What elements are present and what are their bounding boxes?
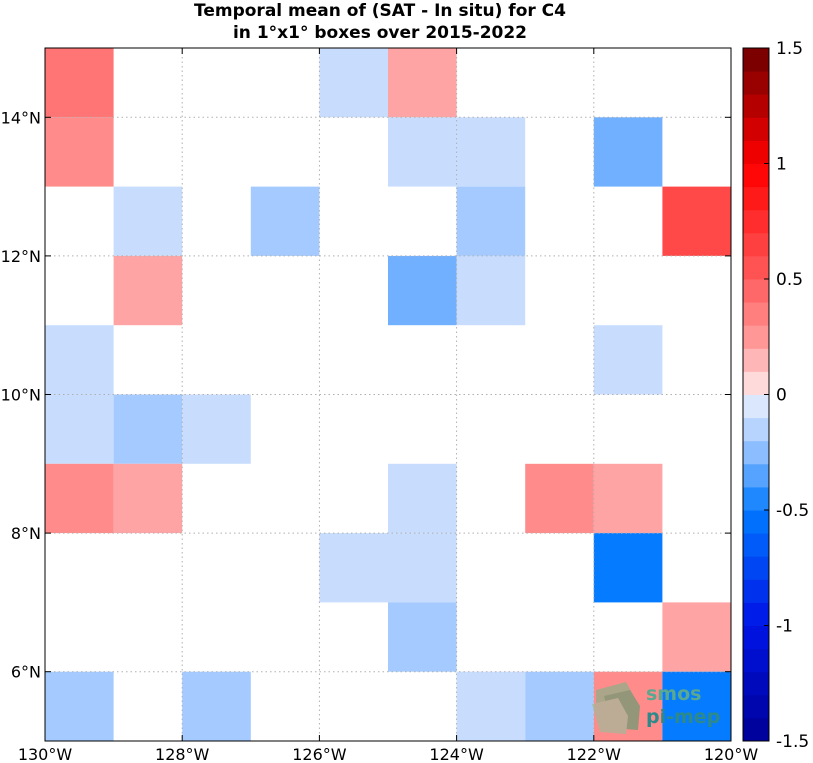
colorbar-bin — [743, 533, 769, 557]
colorbar-bin — [743, 648, 769, 673]
heatmap-cell — [456, 186, 526, 256]
heatmap-cell — [250, 186, 320, 256]
colorbar-bin — [743, 625, 769, 650]
heatmap-cell — [182, 671, 251, 741]
colorbar-bin — [743, 371, 769, 395]
colorbar-bin — [743, 48, 769, 72]
heatmap-cell — [525, 671, 594, 741]
colorbar-bin — [743, 209, 769, 234]
colorbar-bin — [743, 717, 769, 742]
colorbar-bin — [743, 417, 769, 442]
heatmap-cell — [593, 463, 663, 534]
heatmap-cell — [525, 463, 594, 534]
heatmap-cell — [388, 602, 457, 672]
heatmap-cell — [662, 602, 731, 672]
colorbar-bin — [743, 71, 769, 95]
heatmap-cell — [388, 255, 457, 326]
heatmap-cells — [45, 48, 731, 741]
heatmap-cell — [593, 533, 663, 603]
axis-ticks: 130°W 128°W 126°W 124°W 122°W 120°W 6°N 8°N 10°N… — [1, 48, 759, 763]
colorbar-ticks: 1.5 1 0.5 0 -0.5 -1 -1.5 — [764, 39, 809, 752]
colorbar-bin — [743, 394, 769, 419]
logo-pi-mep-text: pi-mep — [646, 706, 720, 728]
colorbar-bin — [743, 440, 769, 465]
colorbar-bin — [743, 232, 769, 257]
colorbar-bin — [743, 671, 769, 696]
colorbar-bin — [743, 163, 769, 188]
y-tick-label: 6°N — [11, 663, 41, 682]
x-tick-label: 126°W — [292, 745, 347, 763]
heatmap-cell — [45, 48, 114, 118]
heatmap-cell — [45, 117, 114, 187]
heatmap-cell — [319, 533, 388, 603]
heatmap-cell — [45, 463, 114, 534]
y-tick-label: 8°N — [11, 524, 41, 543]
heatmap-cell — [45, 671, 114, 741]
logo-mark-icon — [592, 682, 640, 734]
heatmap-cell — [388, 117, 457, 187]
colorbar-bin — [743, 694, 769, 719]
colorbar-bin — [743, 140, 769, 164]
colorbar-bin — [743, 348, 769, 372]
x-tick-label: 124°W — [429, 745, 484, 763]
colorbar-bin — [743, 279, 769, 303]
heatmap-cell — [319, 48, 388, 118]
colorbar-bin — [743, 325, 769, 349]
chart-subtitle: in 1°x1° boxes over 2015-2022 — [233, 23, 527, 43]
heatmap-cell — [456, 671, 526, 741]
smos-pi-mep-logo: smos pi-mep — [592, 682, 720, 734]
colorbar-bin — [743, 486, 769, 511]
heatmap-cell — [45, 394, 114, 464]
y-tick-label: 14°N — [1, 108, 41, 127]
x-tick-label: 120°W — [704, 745, 759, 763]
colorbar-bin — [743, 579, 769, 603]
colorbar-bin — [743, 255, 769, 280]
colorbar-tick-label: 1 — [776, 155, 787, 175]
colorbar-tick-label: -0.5 — [776, 501, 809, 521]
chart-title: Temporal mean of (SAT - In situ) for C4 — [194, 1, 566, 21]
colorbar-bins — [743, 48, 769, 742]
x-tick-label: 128°W — [155, 745, 210, 763]
logo-smos-text: smos — [646, 683, 701, 705]
heatmap-cell — [388, 48, 457, 118]
colorbar-tick-label: 1.5 — [776, 39, 803, 59]
colorbar-bin — [743, 556, 769, 580]
colorbar-bin — [743, 186, 769, 211]
x-tick-label: 122°W — [567, 745, 622, 763]
heatmap-cell — [388, 463, 457, 534]
heatmap-cell — [388, 533, 457, 603]
x-tick-label: 130°W — [18, 745, 73, 763]
heatmap-cell — [662, 671, 731, 741]
colorbar-bin — [743, 117, 769, 141]
heatmap-cell — [593, 325, 663, 395]
colorbar-bin — [743, 94, 769, 118]
colorbar-tick-label: -1.5 — [776, 732, 809, 752]
heatmap-cell — [113, 463, 183, 534]
heatmap-cell — [113, 186, 183, 256]
heatmap-cell — [456, 255, 526, 326]
colorbar-tick-label: 0 — [776, 386, 787, 406]
colorbar: 1.5 1 0.5 0 -0.5 -1 -1.5 — [742, 39, 809, 752]
colorbar-bin — [743, 302, 769, 326]
colorbar-tick-label: 0.5 — [776, 270, 803, 290]
colorbar-bin — [743, 510, 769, 534]
colorbar-tick-label: -1 — [776, 617, 793, 637]
y-tick-label: 12°N — [1, 247, 41, 266]
heatmap-cell — [113, 394, 183, 464]
heatmap-cell — [113, 255, 183, 326]
y-tick-label: 10°N — [1, 386, 41, 405]
heatmap-cell — [662, 186, 731, 256]
heatmap-cell — [456, 117, 526, 187]
heatmap-cell — [593, 117, 663, 187]
colorbar-bin — [743, 463, 769, 488]
heatmap-cell — [182, 394, 251, 464]
colorbar-bin — [743, 602, 769, 626]
heatmap-cell — [45, 325, 114, 395]
